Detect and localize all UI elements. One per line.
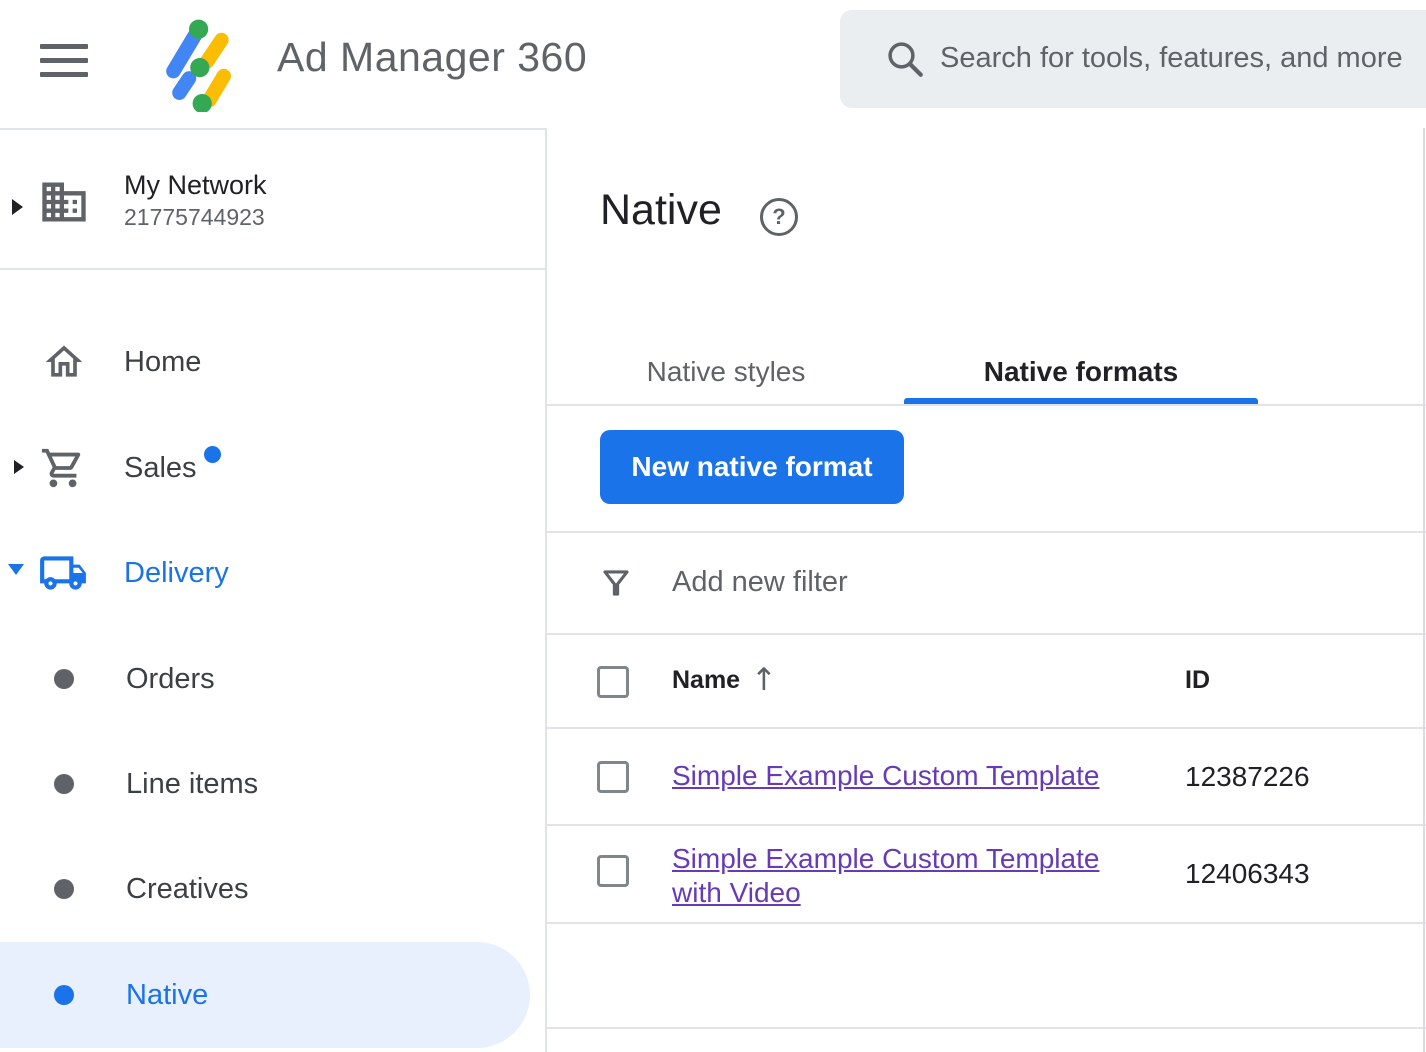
selected-item-highlight (0, 942, 530, 1048)
sidebar: My Network 21775744923 Home Sales (0, 130, 547, 1052)
right-edge-line (1423, 128, 1425, 1052)
page-title: Native (600, 186, 722, 234)
select-all-checkbox[interactable] (597, 666, 629, 698)
bullet-icon (54, 879, 74, 899)
active-tab-underline (904, 398, 1258, 404)
help-icon[interactable]: ? (760, 198, 798, 236)
column-header-id[interactable]: ID (1185, 666, 1210, 694)
sidebar-item-label: Line items (126, 768, 259, 800)
sidebar-item-label: Native (126, 979, 209, 1011)
network-expand-caret-icon[interactable] (12, 199, 23, 215)
sidebar-item-label: Orders (126, 663, 215, 695)
row-checkbox[interactable] (597, 761, 629, 793)
sidebar-item-native[interactable]: Native (0, 977, 545, 1017)
new-native-format-button[interactable]: New native format (600, 430, 904, 504)
sidebar-item-line-items[interactable]: Line items (0, 766, 545, 806)
native-format-link[interactable]: Simple Example Custom Template (672, 760, 1100, 791)
menu-icon[interactable] (40, 44, 88, 82)
sidebar-item-creatives[interactable]: Creatives (0, 871, 545, 911)
main-content: Native ? Native styles Native formats Ne… (547, 128, 1426, 1052)
divider (547, 922, 1426, 924)
sidebar-item-sales[interactable]: Sales (0, 443, 545, 495)
ad-manager-logo-icon (166, 19, 231, 112)
row-id: 12387226 (1185, 761, 1310, 792)
sidebar-item-label: Delivery (124, 557, 229, 589)
filter-icon[interactable] (597, 564, 635, 602)
sidebar-item-delivery[interactable]: Delivery (0, 548, 545, 600)
sidebar-item-label: Home (124, 346, 202, 378)
divider (547, 824, 1426, 826)
bullet-icon (54, 774, 74, 794)
sort-ascending-icon[interactable]: ↑ (751, 662, 777, 698)
network-id: 21775744923 (124, 204, 265, 230)
home-icon (45, 345, 83, 377)
top-bar: Ad Manager 360 Search for tools, feature… (0, 0, 1426, 130)
native-format-link[interactable]: Simple Example Custom Template with Vide… (672, 843, 1100, 908)
sidebar-divider (0, 268, 545, 270)
sidebar-item-label: Creatives (126, 873, 249, 905)
delivery-collapse-caret-icon[interactable] (8, 564, 24, 575)
tab-native-formats[interactable]: Native formats (983, 356, 1179, 387)
sales-notification-dot (204, 446, 221, 463)
add-filter-input[interactable]: Add new filter (672, 566, 848, 598)
truck-icon (40, 556, 86, 590)
tabs-divider (547, 404, 1426, 406)
tab-native-styles[interactable]: Native styles (646, 356, 806, 387)
row-checkbox[interactable] (597, 855, 629, 887)
network-name[interactable]: My Network (124, 170, 267, 200)
search-icon (888, 42, 923, 77)
sidebar-item-orders[interactable]: Orders (0, 661, 545, 701)
network-building-icon (42, 182, 86, 222)
sidebar-item-label: Sales (124, 452, 197, 484)
sidebar-item-home[interactable]: Home (0, 340, 545, 386)
search-placeholder: Search for tools, features, and more (940, 42, 1403, 74)
cart-icon (41, 448, 81, 488)
divider (547, 1027, 1426, 1029)
sales-expand-caret-icon[interactable] (14, 460, 24, 474)
divider (547, 727, 1426, 729)
divider (547, 531, 1426, 533)
bullet-icon (54, 985, 74, 1005)
bullet-icon (54, 669, 74, 689)
divider (547, 633, 1426, 635)
app-title: Ad Manager 360 (277, 34, 588, 80)
search-input[interactable]: Search for tools, features, and more (840, 10, 1426, 108)
column-header-name[interactable]: Name (672, 666, 741, 694)
row-id: 12406343 (1185, 858, 1310, 889)
